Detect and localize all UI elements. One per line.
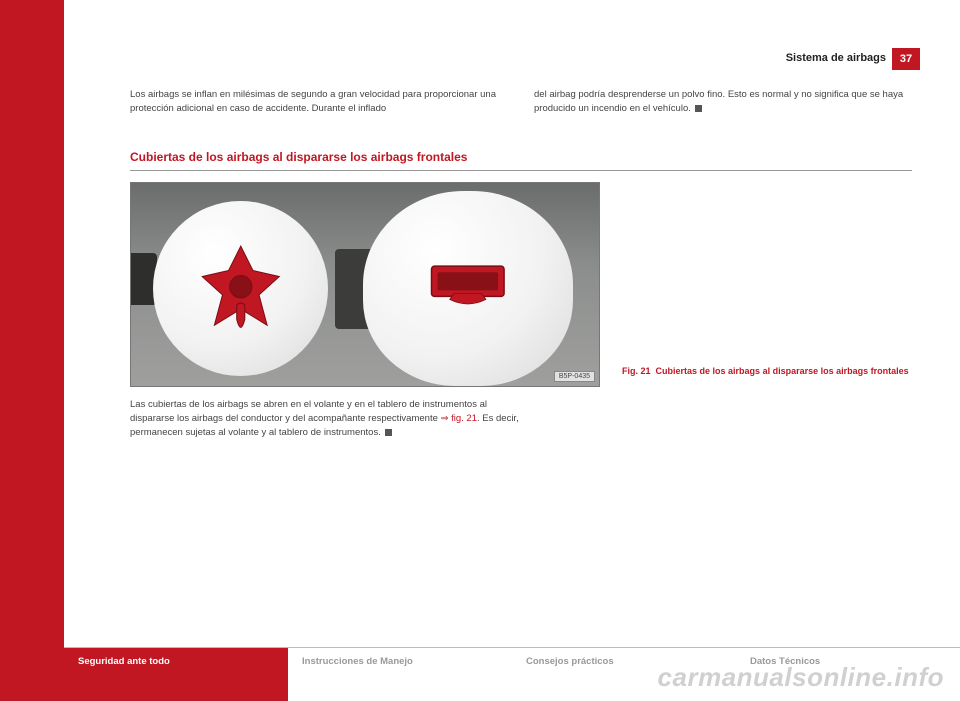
footer-tab-instrucciones[interactable]: Instrucciones de Manejo <box>288 647 512 701</box>
intro-right-text: del airbag podría desprenderse un polvo … <box>534 89 903 114</box>
airbag-figure-image: B5P-0435 <box>130 182 600 387</box>
below-fig-before: Las cubiertas de los airbags se abren en… <box>130 399 487 424</box>
paragraph-end-marker-icon <box>385 429 392 436</box>
footer-tab-consejos[interactable]: Consejos prácticos <box>512 647 736 701</box>
intro-col-left: Los airbags se inflan en milésimas de se… <box>130 88 508 116</box>
image-reference-tag: B5P-0435 <box>554 371 595 382</box>
figure-row: B5P-0435 Fig. 21 Cubiertas de los airbag… <box>130 182 912 387</box>
figure-reference-link: ⇒ fig. 21 <box>441 413 477 424</box>
footer-tab-seguridad[interactable]: Seguridad ante todo <box>64 647 288 701</box>
page-number: 37 <box>892 48 920 70</box>
paragraph-end-marker-icon <box>695 105 702 112</box>
figure-caption-text: Cubiertas de los airbags al dispararse l… <box>656 366 909 376</box>
passenger-airbag-shape <box>363 191 573 386</box>
driver-airbag-shape <box>153 201 328 376</box>
steering-wheel-cover-icon <box>190 238 292 340</box>
left-red-strip <box>0 0 64 701</box>
intro-paragraph: Los airbags se inflan en milésimas de se… <box>130 88 912 116</box>
dashboard-cover-icon <box>430 257 506 312</box>
footer-tabs: Seguridad ante todo Instrucciones de Man… <box>64 647 960 701</box>
figure-caption-label: Fig. 21 <box>622 366 651 376</box>
section-heading: Cubiertas de los airbags al dispararse l… <box>130 150 912 171</box>
below-figure-paragraph: Las cubiertas de los airbags se abren en… <box>130 398 520 439</box>
footer-tab-datos[interactable]: Datos Técnicos <box>736 647 960 701</box>
figure-caption: Fig. 21 Cubiertas de los airbags al disp… <box>622 365 912 387</box>
section-running-header: Sistema de airbags <box>786 52 886 64</box>
intro-col-right: del airbag podría desprenderse un polvo … <box>534 88 912 116</box>
